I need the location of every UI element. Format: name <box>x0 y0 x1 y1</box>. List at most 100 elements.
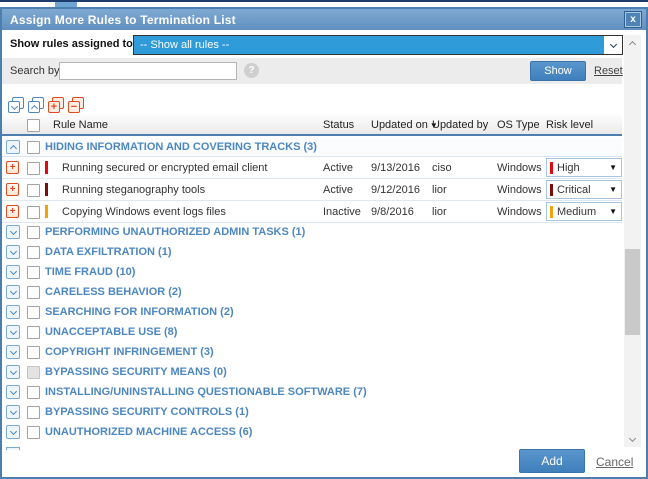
dialog-titlebar: Assign More Rules to Termination List <box>2 9 646 30</box>
group-row: UNACCEPTABLE USE (8) <box>2 323 622 343</box>
risk-level-select[interactable]: High ▼ <box>546 158 622 177</box>
collapse-all-rule-details-icon[interactable]: − <box>68 97 84 113</box>
cancel-link[interactable]: Cancel <box>596 455 634 469</box>
expand-group-icon[interactable] <box>6 265 20 279</box>
rule-row: + Running secured or encrypted email clie… <box>2 157 622 179</box>
table-header: Rule Name Status Updated on ▼ Updated by … <box>2 115 622 136</box>
group-label[interactable]: COPYRIGHT INFRINGEMENT (3) <box>45 346 214 358</box>
rules-filter-select[interactable]: -- Show all rules -- <box>133 35 623 55</box>
group-checkbox[interactable] <box>27 226 40 239</box>
group-row: UNAUTHORIZED MACHINE ACCESS (6) <box>2 423 622 443</box>
group-label[interactable]: INSTALLING/UNINSTALLING QUESTIONABLE SOF… <box>45 386 367 398</box>
group-checkbox[interactable] <box>27 326 40 339</box>
group-label[interactable]: UNAUTHORIZED MACHINE ACCESS (6) <box>45 426 253 438</box>
group-label[interactable]: PERFORMING UNAUTHORIZED ADMIN TASKS (1) <box>45 226 306 238</box>
group-checkbox <box>27 366 40 379</box>
group-label[interactable]: BYPASSING SECURITY MEANS (0) <box>45 366 227 378</box>
group-checkbox[interactable] <box>27 141 40 154</box>
group-checkbox[interactable] <box>27 426 40 439</box>
scroll-up-icon[interactable] <box>624 35 641 51</box>
group-checkbox[interactable] <box>27 306 40 319</box>
vertical-scrollbar[interactable] <box>624 35 641 447</box>
column-header-updated-on-label: Updated on <box>371 119 428 131</box>
group-checkbox[interactable] <box>27 246 40 259</box>
group-checkbox[interactable] <box>27 286 40 299</box>
expand-group-icon[interactable] <box>6 405 20 419</box>
expand-group-icon[interactable] <box>6 225 20 239</box>
show-button[interactable]: Show <box>530 61 586 81</box>
sort-desc-icon: ▼ <box>429 121 438 130</box>
group-checkbox[interactable] <box>27 346 40 359</box>
risk-color-bar <box>550 183 553 196</box>
background-page-edge <box>0 0 648 7</box>
chevron-down-icon[interactable] <box>604 36 622 54</box>
collapse-group-icon[interactable] <box>6 140 20 154</box>
group-label[interactable]: HIDING INFORMATION AND COVERING TRACKS (… <box>45 141 317 153</box>
add-button[interactable]: Add <box>519 449 585 473</box>
rule-name: Running steganography tools <box>62 184 206 196</box>
rule-updated-on: 9/8/2016 <box>371 206 414 218</box>
expand-all-rule-details-icon[interactable]: + <box>48 97 64 113</box>
scroll-down-icon[interactable] <box>624 431 641 447</box>
group-label[interactable]: SEARCHING FOR INFORMATION (2) <box>45 306 234 318</box>
scrollbar-thumb[interactable] <box>625 249 640 335</box>
list-toolbar: + − <box>8 97 84 113</box>
rule-updated-by: lior <box>432 184 447 196</box>
rule-updated-by: ciso <box>432 162 452 174</box>
expand-rule-details-icon[interactable]: + <box>6 161 19 174</box>
group-label[interactable]: TIME FRAUD (10) <box>45 266 136 278</box>
column-header-updated-on[interactable]: Updated on ▼ <box>371 119 438 131</box>
rule-os-type: Windows <box>497 206 542 218</box>
collapse-all-groups-icon[interactable] <box>28 97 44 113</box>
reset-link[interactable]: Reset <box>594 65 623 77</box>
risk-level-select[interactable]: Critical ▼ <box>546 180 622 199</box>
group-label[interactable]: UNACCEPTABLE USE (8) <box>45 326 178 338</box>
group-row: CARELESS BEHAVIOR (2) <box>2 283 622 303</box>
search-input[interactable] <box>59 62 237 80</box>
select-all-checkbox[interactable] <box>27 119 40 132</box>
expand-group-icon[interactable] <box>6 425 20 439</box>
column-header-rule-name[interactable]: Rule Name <box>53 119 109 131</box>
close-icon[interactable]: x <box>624 11 642 28</box>
rule-checkbox[interactable] <box>27 162 40 175</box>
expand-rule-details-icon[interactable]: + <box>6 183 19 196</box>
expand-rule-details-icon[interactable]: + <box>6 205 19 218</box>
expand-group-icon[interactable] <box>6 385 20 399</box>
chevron-down-icon: ▼ <box>609 185 617 194</box>
expand-group-icon[interactable] <box>6 245 20 259</box>
rule-updated-by: lior <box>432 206 447 218</box>
risk-color-bar <box>550 161 553 174</box>
column-header-risk-level[interactable]: Risk level <box>546 119 594 131</box>
expand-group-icon[interactable] <box>6 305 20 319</box>
rule-checkbox[interactable] <box>27 206 40 219</box>
rule-status: Active <box>323 162 353 174</box>
group-checkbox[interactable] <box>27 266 40 279</box>
column-header-status[interactable]: Status <box>323 119 355 131</box>
expand-all-groups-icon[interactable] <box>8 97 24 113</box>
risk-color-bar <box>45 161 48 174</box>
expand-group-icon[interactable] <box>6 365 20 379</box>
dialog-title: Assign More Rules to Termination List <box>10 12 236 27</box>
rule-checkbox[interactable] <box>27 184 40 197</box>
partial-group-expand-icon <box>6 447 20 450</box>
group-label[interactable]: DATA EXFILTRATION (1) <box>45 246 172 258</box>
group-label[interactable]: CARELESS BEHAVIOR (2) <box>45 286 182 298</box>
group-label[interactable]: BYPASSING SECURITY CONTROLS (1) <box>45 406 249 418</box>
group-row: BYPASSING SECURITY CONTROLS (1) <box>2 403 622 423</box>
column-header-os-type[interactable]: OS Type <box>497 119 540 131</box>
column-header-updated-by[interactable]: Updated by <box>432 119 489 131</box>
group-checkbox[interactable] <box>27 386 40 399</box>
rules-filter-selected-value: -- Show all rules -- <box>134 36 604 54</box>
expand-group-icon[interactable] <box>6 285 20 299</box>
rule-updated-on: 9/13/2016 <box>371 162 420 174</box>
rule-name: Copying Windows event logs files <box>62 206 226 218</box>
group-checkbox[interactable] <box>27 406 40 419</box>
help-icon[interactable]: ? <box>244 63 259 78</box>
risk-level-select[interactable]: Medium ▼ <box>546 202 622 221</box>
rule-status: Inactive <box>323 206 361 218</box>
rule-os-type: Windows <box>497 162 542 174</box>
rule-updated-on: 9/12/2016 <box>371 184 420 196</box>
expand-group-icon[interactable] <box>6 325 20 339</box>
expand-group-icon[interactable] <box>6 345 20 359</box>
risk-level-value: High <box>557 161 580 174</box>
